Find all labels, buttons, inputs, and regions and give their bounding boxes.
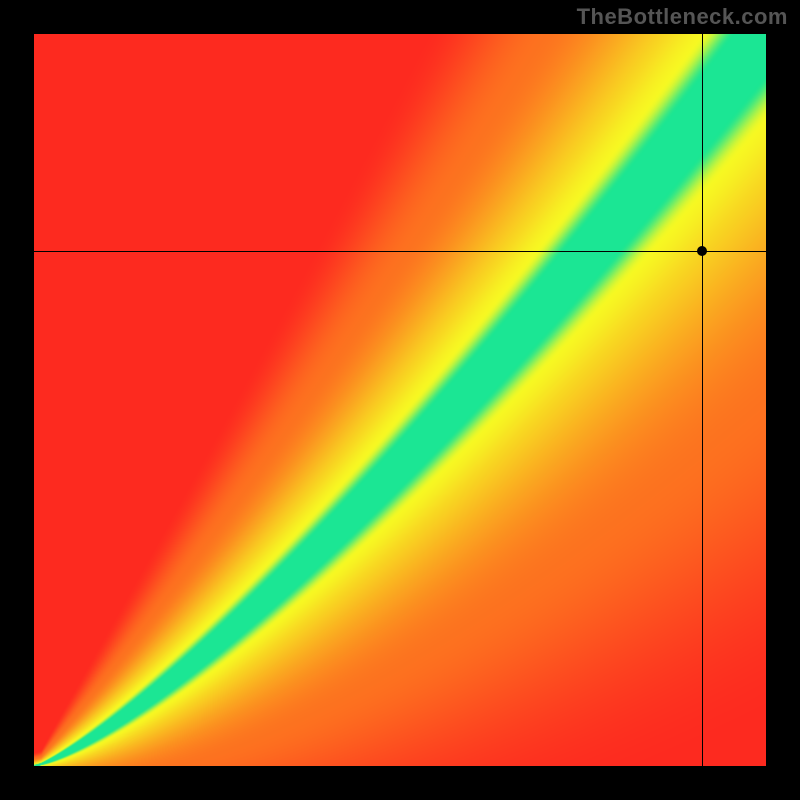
crosshair-vertical bbox=[702, 34, 703, 766]
bottleneck-heatmap bbox=[34, 34, 766, 766]
heatmap-canvas bbox=[34, 34, 766, 766]
crosshair-horizontal bbox=[34, 251, 766, 252]
crosshair-marker bbox=[697, 246, 707, 256]
watermark-text: TheBottleneck.com bbox=[577, 4, 788, 30]
